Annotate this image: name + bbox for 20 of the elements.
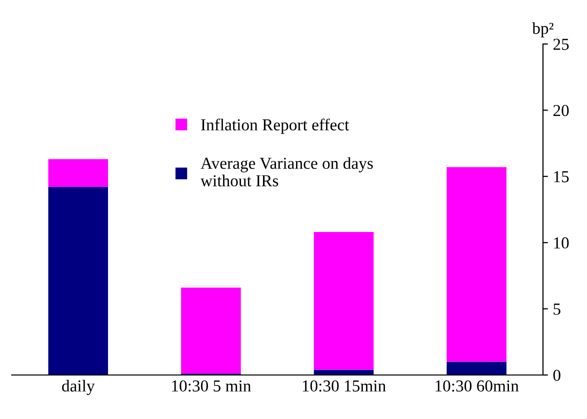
y-tick-label: 10	[554, 237, 569, 249]
x-tick-label: 10:30 15min	[302, 380, 386, 392]
y-tick-label: 15	[554, 171, 569, 182]
bar	[314, 232, 374, 370]
bar	[181, 288, 241, 374]
x-tick-label: 10:30 60min	[436, 380, 519, 392]
y-tick-label: 5	[554, 304, 560, 315]
y-axis-title: bp²	[532, 22, 554, 38]
x-tick-label: daily	[62, 380, 95, 396]
bar	[48, 159, 108, 187]
bar	[48, 186, 108, 376]
y-tick-label: 25	[553, 38, 569, 50]
legend-label: Inflation Report effect	[201, 118, 350, 134]
bar	[314, 370, 374, 376]
bar	[446, 362, 506, 376]
y-tick-label: 0	[553, 370, 560, 381]
x-tick-label: 10:30 5 min	[172, 380, 251, 392]
y-tick-label: 20	[553, 104, 569, 116]
bar	[446, 167, 506, 362]
legend-label: Average Variance on days without IRs	[200, 157, 373, 186]
